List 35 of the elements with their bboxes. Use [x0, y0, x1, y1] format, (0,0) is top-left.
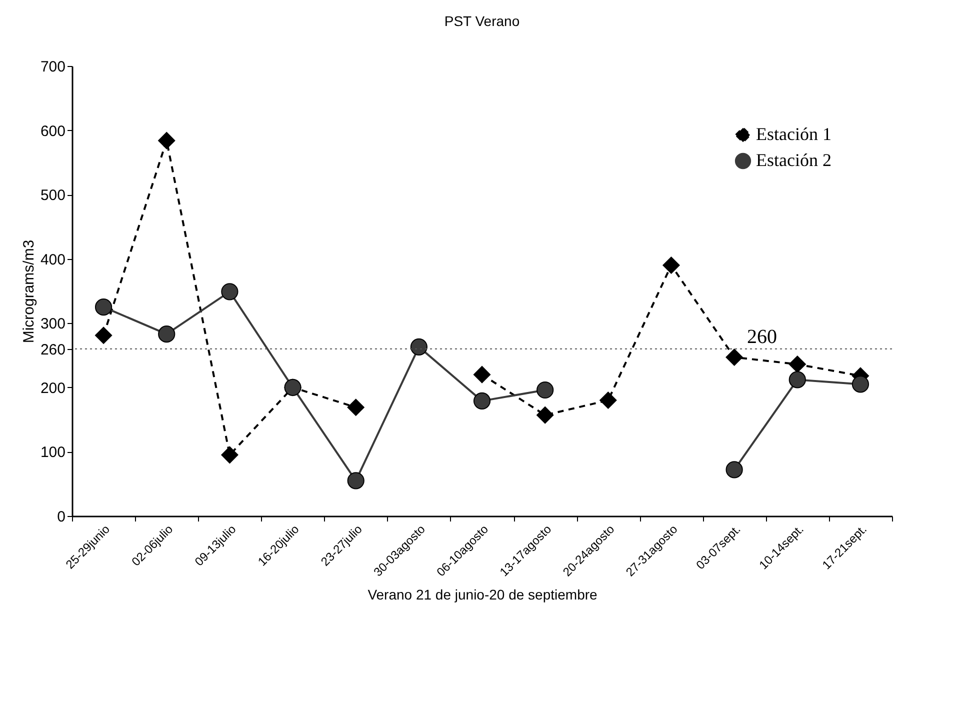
point [94, 326, 112, 344]
point [788, 356, 806, 373]
point [536, 381, 554, 399]
y-tick-label: 200 [40, 380, 66, 397]
point [410, 338, 428, 356]
point [347, 472, 364, 490]
y-tick-label: 260 [40, 341, 66, 358]
y-tick-label: 400 [40, 251, 66, 268]
point [852, 376, 870, 393]
point [662, 256, 680, 274]
point [221, 446, 238, 464]
chart-title: PST Verano [444, 13, 520, 29]
point [158, 132, 176, 150]
point [221, 283, 238, 300]
point [473, 392, 491, 410]
point [347, 398, 364, 416]
x-axis-title: Verano 21 de junio-20 de septiembre [368, 586, 598, 602]
point [788, 371, 806, 388]
y-tick-label: 700 [40, 58, 66, 76]
legend-label: Estación 2 [756, 150, 832, 170]
legend-label: Estación 1 [756, 124, 832, 144]
y-tick-label: 100 [40, 444, 66, 462]
y-tick-label: 0 [57, 508, 66, 526]
point [473, 366, 491, 384]
y-tick-label: 300 [40, 316, 66, 333]
y-tick-label: 500 [40, 187, 66, 204]
ref-line-label: 260 [747, 326, 777, 348]
point [536, 406, 554, 424]
point [158, 326, 176, 343]
point [726, 461, 743, 478]
point [726, 348, 743, 366]
point [94, 298, 112, 316]
y-tick-label: 600 [40, 122, 66, 140]
y-axis-title: Micrograms/m3 [20, 240, 38, 344]
point [600, 392, 617, 409]
